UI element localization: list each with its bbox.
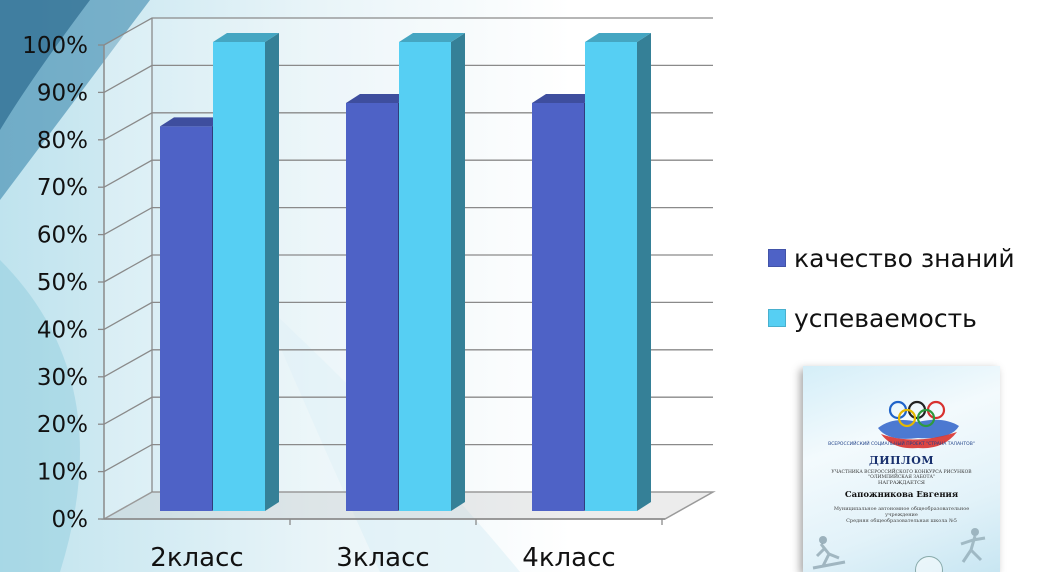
skater-silhouette-icon — [953, 526, 993, 570]
x-category-label: 2класс — [150, 543, 243, 572]
diploma-title: ДИПЛОМ — [813, 454, 990, 467]
legend-item-progress: успеваемость — [768, 296, 1038, 340]
chart-bars — [160, 33, 651, 511]
chart-legend: качество знаний успеваемость — [768, 236, 1038, 356]
bar-front — [346, 103, 398, 511]
skier-silhouette-icon — [809, 532, 849, 572]
y-tick-label: 90% — [37, 80, 88, 106]
bar — [585, 33, 651, 511]
x-category-labels: 2класс 3класс 4класс — [150, 519, 662, 572]
y-tick-label: 40% — [37, 317, 88, 343]
diploma-project-line: ВСЕРОССИЙСКИЙ СОЦИАЛЬНЫЙ ПРОЕКТ "СТРАНА … — [813, 442, 990, 447]
diploma-seal — [915, 556, 943, 572]
diploma-school: Муниципальное автономное общеобразовател… — [817, 506, 986, 524]
bar-side — [265, 33, 279, 511]
chart: 0% 10% 20% 30% 40% 50% 60% 70% 80% 90% 100% 2класс… — [0, 0, 720, 572]
bar-front — [532, 103, 584, 511]
y-tick-label: 70% — [37, 175, 88, 201]
y-tick-label: 100% — [22, 33, 88, 59]
bar-front — [213, 42, 265, 511]
bar — [399, 33, 465, 511]
y-tick-labels: 0% 10% 20% 30% 40% 50% 60% 70% 80% 90% 100% — [22, 33, 104, 533]
diploma-school-line2: Средняя общеобразовательная школа №5 — [817, 518, 986, 524]
legend-label-quality: качество знаний — [794, 244, 1015, 273]
bar-front — [399, 42, 451, 511]
bar-front — [160, 126, 212, 511]
olympic-rings-logo — [873, 388, 963, 458]
x-category-label: 4класс — [522, 543, 615, 572]
y-tick-label: 20% — [37, 412, 88, 438]
diploma-recipient-name: Сапожникова Евгения — [813, 490, 990, 500]
y-tick-label: 60% — [37, 223, 88, 249]
y-tick-label: 10% — [37, 460, 88, 486]
y-tick-label: 30% — [37, 365, 88, 391]
legend-label-progress: успеваемость — [794, 304, 977, 333]
bar — [213, 33, 279, 511]
diploma-awarded: НАГРАЖДАЕТСЯ — [813, 480, 990, 486]
x-category-label: 3класс — [336, 543, 429, 572]
diploma-school-line1: Муниципальное автономное общеобразовател… — [817, 506, 986, 518]
diploma-subtitle: УЧАСТНИКА ВСЕРОССИЙСКОГО КОНКУРСА РИСУНК… — [809, 470, 994, 480]
y-tick-label: 80% — [37, 128, 88, 154]
y-tick-label: 50% — [37, 270, 88, 296]
legend-swatch-quality — [768, 249, 786, 267]
bar-side — [637, 33, 651, 511]
diploma-image: ВСЕРОССИЙСКИЙ СОЦИАЛЬНЫЙ ПРОЕКТ "СТРАНА … — [803, 366, 1000, 572]
bar-side — [451, 33, 465, 511]
legend-swatch-progress — [768, 309, 786, 327]
bar-front — [585, 42, 637, 511]
y-tick-label: 0% — [52, 507, 89, 533]
legend-item-quality: качество знаний — [768, 236, 1038, 280]
